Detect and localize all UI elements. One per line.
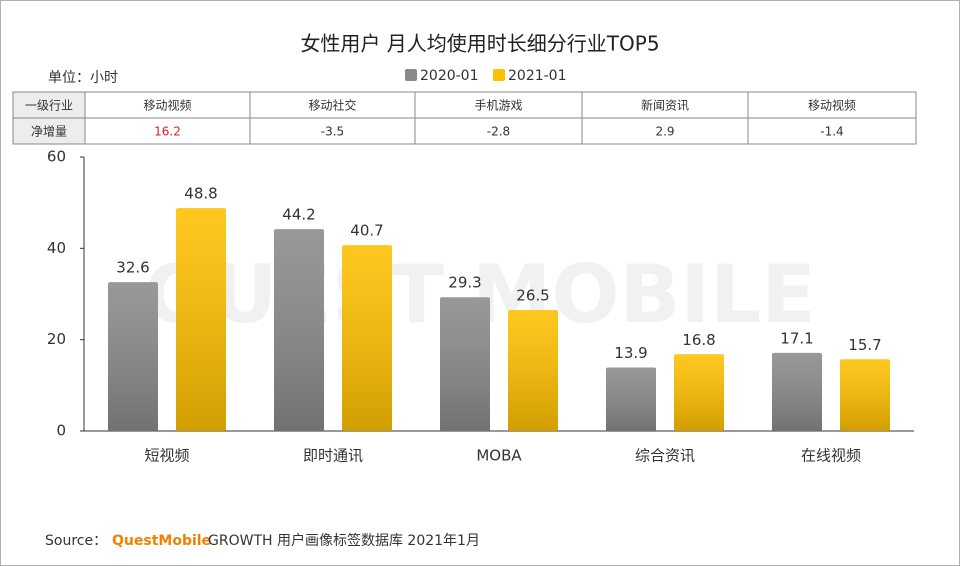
y-tick-label: 0 [56,422,66,440]
bar-shade [772,352,822,431]
table-cell [414,117,583,145]
table-cell [84,117,251,145]
table-text: 净增量 [31,125,67,139]
source-brand: QuestMobile [112,533,211,549]
bar-shade [840,359,890,431]
table-cell [12,117,86,145]
legend-swatch [493,69,505,81]
y-tick-label: 20 [47,330,66,348]
table-cell [747,117,917,145]
table-text: 移动视频 [143,98,191,113]
table-cell [249,117,416,145]
unit-label: 单位：小时 [48,70,118,86]
table-cell [581,117,749,145]
bar-shade [606,367,656,431]
y-tick-label: 40 [47,239,66,257]
data-label: 48.8 [184,185,217,203]
x-tick-label: 在线视频 [801,447,861,465]
x-tick-label: 短视频 [144,447,189,465]
legend-swatch [405,69,417,81]
table-text: 移动视频 [808,98,856,113]
bar-shade [274,229,324,431]
bar-shade [674,354,724,431]
table-text: -3.5 [321,125,344,139]
table-text: 移动社交 [308,98,356,113]
data-label: 32.6 [116,259,149,277]
x-tick-label: 综合资讯 [635,447,695,465]
data-label: 16.8 [682,331,715,349]
table-cell [84,91,251,119]
legend-label: 2021-01 [508,68,567,84]
data-label: 17.1 [780,329,813,347]
data-label: 15.7 [848,336,881,354]
table-text: 手机游戏 [474,99,522,113]
bar-shade [176,208,226,431]
bar-shade [342,245,392,431]
data-label: 29.3 [448,274,481,292]
table-cell [12,91,86,119]
y-tick-label: 60 [47,148,66,166]
table-text: -2.8 [487,125,510,139]
chart-title: 女性用户 月人均使用时长细分行业TOP5 [300,32,659,56]
bar-shade [508,309,558,431]
source-prefix: Source： [45,533,107,549]
data-label: 40.7 [350,222,383,240]
bar-shade [108,282,158,431]
table-cell [747,91,917,119]
legend: 2020-01 2021-01 [405,68,567,84]
source-text: GROWTH 用户画像标签数据库 2021年1月 [208,532,480,549]
x-tick-label: MOBA [476,447,522,465]
table-text: 新闻资讯 [641,98,689,113]
x-tick-label: 即时通讯 [303,447,363,465]
table-text: 一级行业 [25,99,73,113]
data-label: 13.9 [614,344,647,362]
legend-label: 2020-01 [420,68,479,84]
table-text: 2.9 [655,125,674,139]
table-text: -1.4 [820,125,843,139]
bar-shade [440,297,490,431]
table-text: 16.2 [154,125,181,139]
data-label: 44.2 [282,206,315,224]
data-label: 26.5 [516,286,549,304]
